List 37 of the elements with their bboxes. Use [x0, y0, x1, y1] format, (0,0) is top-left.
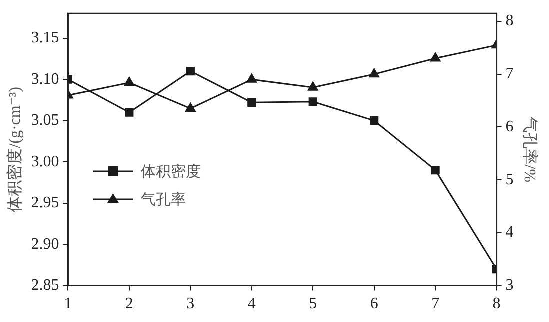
point — [308, 98, 318, 106]
y-tick-label: 2.85 — [31, 277, 60, 294]
x-tick-label: 8 — [492, 296, 501, 313]
x-tick-label: 1 — [64, 296, 72, 313]
legend-label: 气孔率 — [141, 191, 186, 208]
point — [370, 116, 379, 126]
x-tick-label: 2 — [125, 296, 134, 313]
x-tick-label: 3 — [186, 296, 195, 313]
point — [124, 77, 135, 86]
y-tick-label: 3.15 — [31, 30, 60, 47]
point — [125, 108, 134, 117]
y-tick-label: 2.95 — [31, 194, 60, 212]
y2-tick-label: 7 — [506, 66, 514, 83]
point — [186, 67, 195, 76]
x-tick-label: 6 — [370, 296, 378, 313]
y2-tick-label: 5 — [506, 171, 514, 188]
y2-axis-title: 气孔率/% — [521, 116, 540, 183]
y-tick-label: 3.10 — [31, 70, 60, 88]
point — [308, 82, 318, 91]
y2-tick-label: 8 — [506, 12, 514, 30]
point — [246, 74, 257, 83]
y2-tick-label: 4 — [506, 224, 514, 242]
legend-label: 体积密度 — [141, 163, 202, 180]
x-tick-label: 7 — [432, 296, 440, 313]
point — [430, 52, 441, 62]
point — [248, 98, 256, 107]
point — [431, 166, 440, 175]
y-axis-title: 体积密度/(g·cm⁻³) — [6, 87, 24, 212]
y-tick-label: 2.90 — [31, 236, 60, 253]
y2-tick-label: 3 — [506, 277, 514, 294]
x-tick-label: 5 — [309, 296, 318, 313]
point — [186, 102, 196, 112]
y2-tick-label: 6 — [506, 118, 514, 136]
x-tick-label: 4 — [248, 296, 256, 313]
y-tick-label: 3.00 — [31, 153, 60, 170]
y-tick-label: 3.05 — [31, 112, 60, 130]
point — [369, 68, 380, 78]
